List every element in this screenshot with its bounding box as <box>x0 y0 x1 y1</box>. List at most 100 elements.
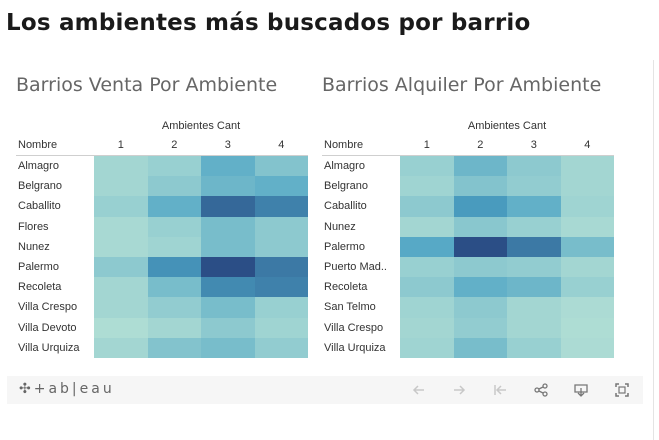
heatmap-cell[interactable] <box>560 196 614 217</box>
heatmap-cell[interactable] <box>94 196 148 217</box>
heatmap-cell[interactable] <box>201 196 255 217</box>
heatmap-cell[interactable] <box>94 236 148 257</box>
heatmap-cell[interactable] <box>147 297 201 318</box>
heatmap-cell[interactable] <box>201 337 255 358</box>
heatmap-cell[interactable] <box>94 257 148 278</box>
heatmap-cell[interactable] <box>560 236 614 257</box>
heatmap-cell[interactable] <box>201 257 255 278</box>
heatmap-cell[interactable] <box>453 156 507 177</box>
heatmap-cell[interactable] <box>254 216 308 237</box>
redo-icon[interactable] <box>449 380 469 400</box>
heatmap-cell[interactable] <box>453 317 507 338</box>
heatmap-cell[interactable] <box>453 257 507 278</box>
heatmap-cell[interactable] <box>560 257 614 278</box>
heatmap-cell[interactable] <box>400 176 454 197</box>
undo-icon[interactable] <box>409 380 429 400</box>
heatmap-cell[interactable] <box>201 216 255 237</box>
row-tick-label: Caballito <box>324 200 367 213</box>
download-icon[interactable] <box>571 380 591 400</box>
column-tick-label: 4 <box>278 139 285 151</box>
heatmap-cell[interactable] <box>507 277 561 298</box>
heatmap-cell[interactable] <box>254 236 308 257</box>
fullscreen-icon[interactable] <box>612 380 632 400</box>
heatmap-cell[interactable] <box>453 277 507 298</box>
heatmap-cell[interactable] <box>147 236 201 257</box>
heatmap-cell[interactable] <box>94 176 148 197</box>
heatmap-cell[interactable] <box>453 176 507 197</box>
heatmap-cell[interactable] <box>147 277 201 298</box>
heatmap-cell[interactable] <box>560 337 614 358</box>
heatmap-cell[interactable] <box>400 277 454 298</box>
share-icon[interactable] <box>531 380 551 400</box>
heatmap-cell[interactable] <box>560 216 614 237</box>
heatmap-cell[interactable] <box>254 176 308 197</box>
heatmap-cell[interactable] <box>147 156 201 177</box>
heatmap-cell[interactable] <box>147 317 201 338</box>
heatmap-cell[interactable] <box>560 277 614 298</box>
heatmap-cell[interactable] <box>560 156 614 177</box>
heatmap-cell[interactable] <box>507 176 561 197</box>
heatmap-cell[interactable] <box>254 277 308 298</box>
heatmap-cell[interactable] <box>507 156 561 177</box>
heatmap-cell[interactable] <box>147 216 201 237</box>
heatmap-cell[interactable] <box>201 176 255 197</box>
heatmap-cell[interactable] <box>94 156 148 177</box>
heatmap-cell[interactable] <box>400 236 454 257</box>
row-tick-label: Villa Urquiza <box>18 341 80 354</box>
row-tick-label: Belgrano <box>324 180 369 193</box>
heatmap-cell[interactable] <box>453 337 507 358</box>
heatmap-cell[interactable] <box>94 317 148 338</box>
heatmap-cell[interactable] <box>147 257 201 278</box>
heatmap-cell[interactable] <box>453 216 507 237</box>
heatmap-cell[interactable] <box>453 297 507 318</box>
heatmap-cell[interactable] <box>400 156 454 177</box>
heatmap-cell[interactable] <box>94 277 148 298</box>
heatmap-cell[interactable] <box>254 297 308 318</box>
tableau-logo[interactable]: ✣+ab|eau <box>19 381 115 397</box>
heatmap-cell[interactable] <box>147 196 201 217</box>
heatmap-cell[interactable] <box>201 277 255 298</box>
heatmap-cell[interactable] <box>507 297 561 318</box>
heatmap-cell[interactable] <box>507 337 561 358</box>
heatmap-cell[interactable] <box>94 216 148 237</box>
page-title: Los ambientes más buscados por barrio <box>6 10 531 36</box>
heatmap-cell[interactable] <box>254 196 308 217</box>
row-tick-label: Palermo <box>324 240 365 253</box>
heatmap-cell[interactable] <box>400 297 454 318</box>
heatmap-cell[interactable] <box>507 196 561 217</box>
heatmap-cell[interactable] <box>254 337 308 358</box>
heatmap-cell[interactable] <box>507 236 561 257</box>
heatmap-cell[interactable] <box>201 297 255 318</box>
revert-icon[interactable] <box>490 380 510 400</box>
heatmap-cell[interactable] <box>147 337 201 358</box>
row-tick-label: Villa Devoto <box>18 321 77 334</box>
heatmap-cell[interactable] <box>560 176 614 197</box>
heatmap-cell[interactable] <box>201 317 255 338</box>
heatmap-cell[interactable] <box>94 337 148 358</box>
heatmap-cell[interactable] <box>507 216 561 237</box>
tableau-toolbar: ✣+ab|eau <box>7 376 643 404</box>
heatmap-cell[interactable] <box>254 156 308 177</box>
row-tick-label: Nunez <box>324 220 356 233</box>
heatmap-cell[interactable] <box>507 257 561 278</box>
column-tick-label: 4 <box>584 139 591 151</box>
heatmap-cell[interactable] <box>400 196 454 217</box>
heatmap-cell[interactable] <box>507 317 561 338</box>
heatmap-cell[interactable] <box>201 236 255 257</box>
heatmap-cell[interactable] <box>94 297 148 318</box>
heatmap-cell[interactable] <box>201 156 255 177</box>
heatmap-cell[interactable] <box>453 196 507 217</box>
heatmap-cell[interactable] <box>560 297 614 318</box>
heatmap-cell[interactable] <box>560 317 614 338</box>
heatmap-cell[interactable] <box>400 337 454 358</box>
heatmap-cell[interactable] <box>254 317 308 338</box>
header-divider <box>16 155 308 156</box>
heatmap-cell[interactable] <box>147 176 201 197</box>
column-group-label: Ambientes Cant <box>467 120 547 132</box>
heatmap-cell[interactable] <box>400 216 454 237</box>
heatmap-cell[interactable] <box>400 257 454 278</box>
row-tick-label: Almagro <box>18 160 59 172</box>
heatmap-cell[interactable] <box>254 257 308 278</box>
heatmap-cell[interactable] <box>400 317 454 338</box>
heatmap-cell[interactable] <box>453 236 507 257</box>
